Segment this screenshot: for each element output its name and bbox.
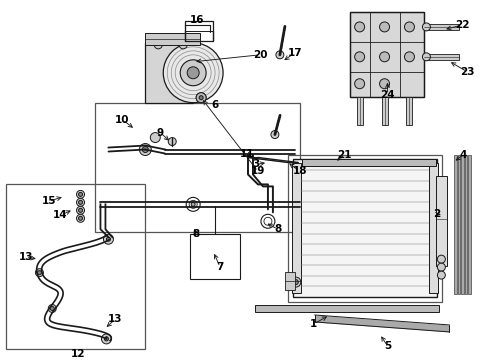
Circle shape: [180, 60, 206, 86]
Circle shape: [422, 23, 429, 31]
Circle shape: [196, 93, 206, 103]
Circle shape: [354, 79, 364, 89]
Text: 12: 12: [71, 349, 85, 359]
Bar: [285, 272, 294, 290]
Text: 23: 23: [459, 67, 473, 77]
Circle shape: [79, 216, 82, 220]
Text: 7: 7: [216, 262, 224, 272]
Bar: [406, 97, 411, 125]
Bar: [349, 12, 424, 97]
Bar: [453, 154, 456, 294]
Text: 17: 17: [287, 48, 302, 58]
Circle shape: [79, 208, 82, 212]
Circle shape: [163, 43, 223, 103]
Circle shape: [50, 306, 54, 310]
Bar: [145, 33, 200, 45]
Circle shape: [187, 67, 199, 79]
Bar: [301, 159, 435, 166]
Circle shape: [422, 53, 429, 61]
Bar: [424, 24, 458, 30]
Bar: [291, 163, 300, 293]
Circle shape: [168, 138, 176, 145]
Circle shape: [270, 131, 278, 139]
Text: 21: 21: [337, 149, 351, 159]
Circle shape: [199, 96, 203, 100]
Circle shape: [101, 334, 111, 344]
Bar: [95, 103, 299, 232]
Circle shape: [404, 52, 414, 62]
Text: 16: 16: [189, 15, 204, 25]
Circle shape: [79, 192, 82, 196]
Text: 20: 20: [252, 50, 266, 60]
Text: 1: 1: [309, 319, 317, 329]
Text: 13: 13: [19, 252, 33, 262]
Text: 22: 22: [454, 20, 468, 30]
Circle shape: [436, 263, 445, 271]
Circle shape: [379, 22, 389, 32]
Text: 18: 18: [292, 166, 306, 176]
Circle shape: [436, 255, 445, 263]
Circle shape: [150, 132, 160, 143]
Text: 6: 6: [211, 100, 218, 110]
Text: 8: 8: [192, 229, 200, 239]
Text: 11: 11: [239, 149, 254, 158]
Circle shape: [275, 51, 284, 59]
Circle shape: [196, 93, 206, 103]
Circle shape: [404, 22, 414, 32]
Bar: [428, 163, 437, 293]
Text: 2: 2: [432, 209, 439, 219]
Bar: [460, 154, 463, 294]
Bar: [287, 154, 442, 302]
Bar: [381, 97, 387, 125]
Circle shape: [38, 271, 41, 275]
Circle shape: [290, 277, 300, 287]
Circle shape: [142, 147, 148, 153]
Circle shape: [77, 206, 84, 214]
Circle shape: [436, 271, 445, 279]
Bar: [6, 184, 145, 349]
Circle shape: [154, 41, 162, 49]
Bar: [190, 234, 240, 279]
Text: 3: 3: [252, 159, 259, 170]
Circle shape: [77, 190, 84, 198]
Bar: [457, 154, 459, 294]
Bar: [349, 12, 424, 97]
Text: 15: 15: [41, 196, 56, 206]
Circle shape: [379, 79, 389, 89]
Bar: [145, 43, 193, 103]
Bar: [292, 159, 436, 297]
Circle shape: [379, 52, 389, 62]
Text: 9: 9: [156, 127, 163, 138]
Circle shape: [354, 22, 364, 32]
Bar: [254, 305, 439, 312]
Text: 13: 13: [108, 314, 122, 324]
Circle shape: [106, 237, 110, 241]
Bar: [356, 97, 362, 125]
Bar: [468, 154, 470, 294]
Text: 10: 10: [115, 114, 129, 125]
Text: 14: 14: [53, 210, 68, 220]
Circle shape: [179, 41, 187, 49]
Circle shape: [191, 202, 195, 206]
Circle shape: [354, 52, 364, 62]
Text: 19: 19: [250, 166, 264, 176]
Circle shape: [293, 280, 298, 285]
Circle shape: [79, 201, 82, 204]
Text: 24: 24: [380, 90, 394, 100]
Circle shape: [48, 305, 56, 312]
Circle shape: [104, 337, 108, 341]
Circle shape: [77, 214, 84, 222]
Bar: [185, 21, 213, 41]
Text: 4: 4: [459, 149, 466, 159]
Text: 8: 8: [274, 224, 281, 234]
Bar: [435, 176, 447, 266]
Circle shape: [77, 198, 84, 206]
Bar: [424, 54, 458, 60]
Text: 5: 5: [383, 341, 390, 351]
Bar: [464, 154, 467, 294]
Circle shape: [139, 144, 151, 156]
Circle shape: [35, 269, 43, 276]
Circle shape: [103, 234, 113, 244]
